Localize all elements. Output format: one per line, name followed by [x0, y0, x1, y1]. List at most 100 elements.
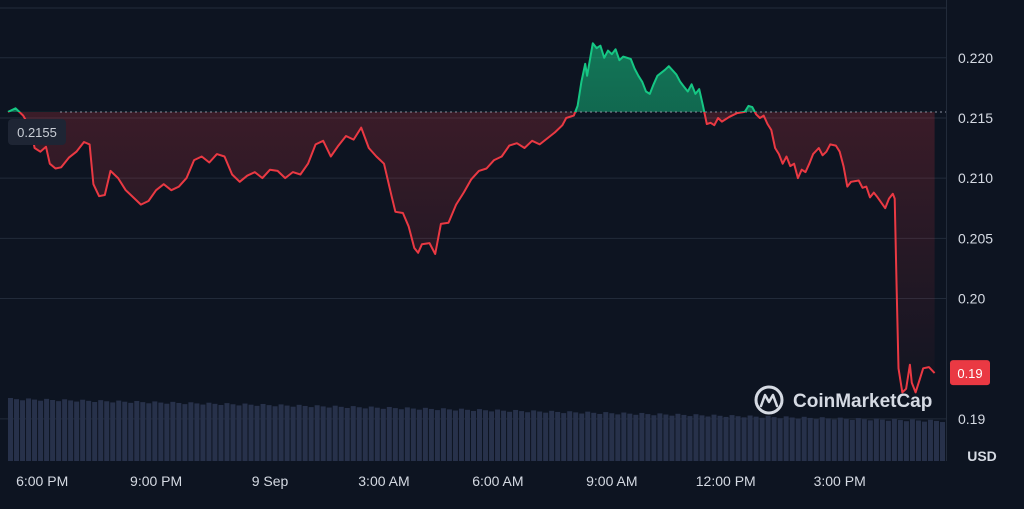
volume-bar	[940, 422, 945, 461]
volume-bar	[470, 410, 476, 461]
volume-bar	[230, 404, 236, 461]
volume-bar	[56, 401, 62, 461]
x-tick-label: 6:00 PM	[16, 473, 68, 489]
volume-bar	[759, 417, 765, 461]
volume-bar	[615, 414, 621, 461]
volume-bar	[675, 413, 681, 461]
volume-bar	[795, 418, 801, 461]
volume-bar	[525, 412, 531, 461]
volume-bar	[783, 416, 789, 461]
volume-bar	[206, 402, 212, 461]
volume-bar	[272, 406, 278, 461]
volume-bar	[410, 408, 416, 461]
volume-bar	[879, 419, 885, 461]
volume-bar	[362, 408, 368, 461]
volume-bar	[248, 404, 254, 461]
volume-bar	[921, 421, 927, 461]
grid-lines	[0, 7, 946, 420]
volume-bar	[278, 404, 284, 461]
volume-bar	[404, 407, 410, 461]
volume-bar	[687, 416, 693, 461]
volume-bar	[489, 411, 495, 461]
volume-bar	[501, 410, 507, 461]
price-line-below-reference	[8, 111, 936, 394]
volume-bar	[867, 420, 873, 461]
price-axis-border	[946, 0, 947, 461]
volume-bar	[302, 405, 308, 461]
x-tick-label: 3:00 PM	[814, 473, 866, 489]
volume-bar	[873, 418, 879, 461]
volume-bar	[669, 415, 675, 461]
y-tick-label: 0.210	[958, 170, 993, 186]
x-axis-ticks: 6:00 PM 9:00 PM 9 Sep 3:00 AM 6:00 AM 9:00 AM…	[16, 473, 866, 489]
volume-bar	[729, 415, 735, 461]
price-line	[7, 42, 936, 394]
volume-bar	[446, 409, 452, 461]
volume-bar	[188, 402, 194, 461]
volume-bar	[368, 406, 374, 461]
volume-bar	[398, 409, 404, 461]
volume-bar	[633, 414, 639, 461]
volume-bar	[422, 407, 428, 461]
y-tick-label: 0.205	[958, 230, 993, 246]
volume-bar	[290, 406, 296, 461]
last-price-text: 0.19	[957, 366, 982, 381]
volume-bar	[561, 413, 567, 461]
volume-bar	[32, 399, 38, 461]
volume-bar	[861, 419, 867, 461]
volume-bar	[717, 415, 723, 461]
volume-bar	[416, 409, 422, 461]
volume-bar	[332, 405, 338, 461]
reference-price-text: 0.2155	[17, 125, 57, 140]
volume-bar	[110, 402, 116, 461]
volume-bar	[579, 413, 585, 461]
volume-bar	[819, 417, 825, 461]
volume-bar	[452, 410, 458, 461]
volume-bar	[543, 412, 549, 461]
volume-bar	[314, 405, 320, 461]
volume-bar	[603, 412, 609, 461]
volume-bar	[789, 417, 795, 461]
coinmarketcap-watermark: CoinMarketCap	[754, 385, 932, 415]
volume-bar	[20, 400, 26, 461]
y-tick-label: 0.20	[958, 291, 985, 307]
volume-bar	[218, 404, 224, 461]
volume-bar	[927, 419, 933, 461]
x-tick-label: 12:00 PM	[696, 473, 756, 489]
volume-bar	[495, 409, 501, 461]
volume-bar	[326, 407, 332, 461]
currency-label: USD	[967, 448, 997, 464]
volume-bar	[777, 418, 783, 461]
volume-bar	[164, 403, 170, 461]
volume-bar	[440, 408, 446, 461]
volume-bar	[140, 402, 146, 461]
volume-bar	[458, 408, 464, 461]
coinmarketcap-logo-icon	[754, 385, 784, 415]
volume-bar	[555, 411, 561, 461]
volume-bar	[897, 420, 903, 461]
volume-bar	[651, 415, 657, 461]
volume-bar	[933, 420, 939, 461]
area-fill-above-reference	[8, 43, 935, 112]
volume-bar	[483, 410, 489, 461]
volume-bar	[909, 419, 915, 461]
volume-bar	[801, 416, 807, 461]
volume-bar	[464, 409, 470, 461]
volume-bar	[843, 418, 849, 461]
volume-bar	[212, 403, 218, 461]
y-axis-ticks: 0.220 0.215 0.210 0.205 0.20 0.19	[958, 50, 993, 427]
volume-bar	[585, 411, 591, 461]
volume-bar	[380, 408, 386, 461]
volume-bar	[591, 412, 597, 461]
volume-bar	[38, 400, 44, 461]
area-fill-below-reference	[19, 111, 935, 393]
y-tick-label: 0.215	[958, 110, 993, 126]
volume-bar	[392, 408, 398, 461]
x-tick-label: 3:00 AM	[358, 473, 409, 489]
volume-bar	[681, 414, 687, 461]
volume-bar	[296, 404, 302, 461]
volume-bar	[386, 406, 392, 461]
volume-bar	[74, 401, 80, 461]
volume-bar	[597, 413, 603, 461]
